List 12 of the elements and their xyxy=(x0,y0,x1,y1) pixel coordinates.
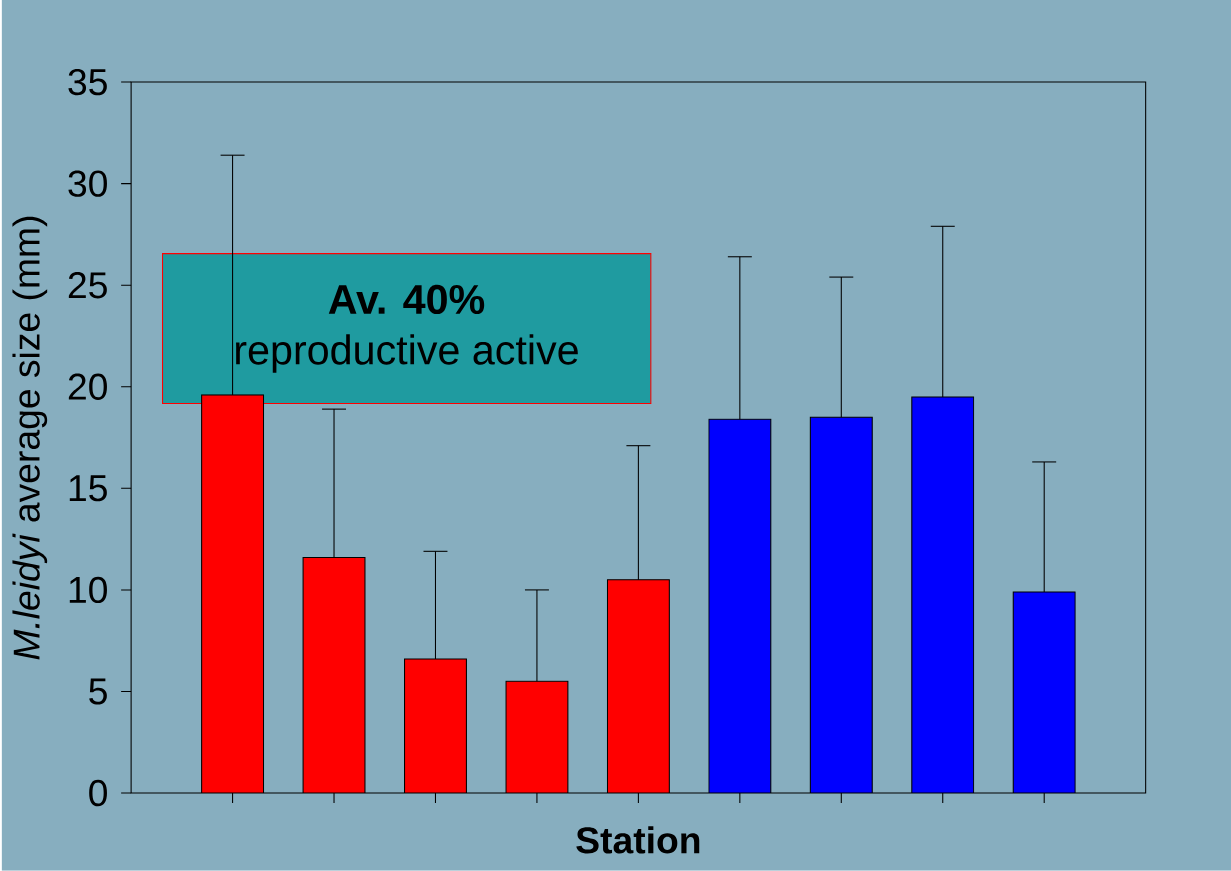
y-tick-label: 35 xyxy=(68,69,107,96)
y-tick-label: 5 xyxy=(89,678,107,705)
annotation: reproductive active xyxy=(236,334,578,373)
y-tick-label: 20 xyxy=(68,373,107,401)
y-tick-label: 25 xyxy=(68,272,107,299)
y-axis-title: M.leidyi average size (mm) xyxy=(12,216,48,660)
x-axis-title: Station xyxy=(576,826,700,854)
y-tick-label: 15 xyxy=(69,475,107,502)
annotation: Av. 40% xyxy=(328,285,485,315)
y-tick-label: 0 xyxy=(89,779,107,807)
y-tick-label: 10 xyxy=(69,576,107,604)
y-tick-label: 30 xyxy=(68,170,107,197)
